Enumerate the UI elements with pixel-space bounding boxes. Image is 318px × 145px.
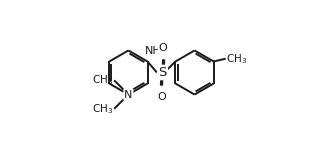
Text: N: N [124,90,133,100]
Text: CH$_3$: CH$_3$ [92,102,114,116]
Text: O: O [158,92,167,102]
Text: O: O [159,43,167,53]
Text: NH: NH [145,47,162,57]
Text: S: S [158,66,167,79]
Text: CH$_3$: CH$_3$ [226,52,248,66]
Text: CH$_3$: CH$_3$ [92,73,114,87]
